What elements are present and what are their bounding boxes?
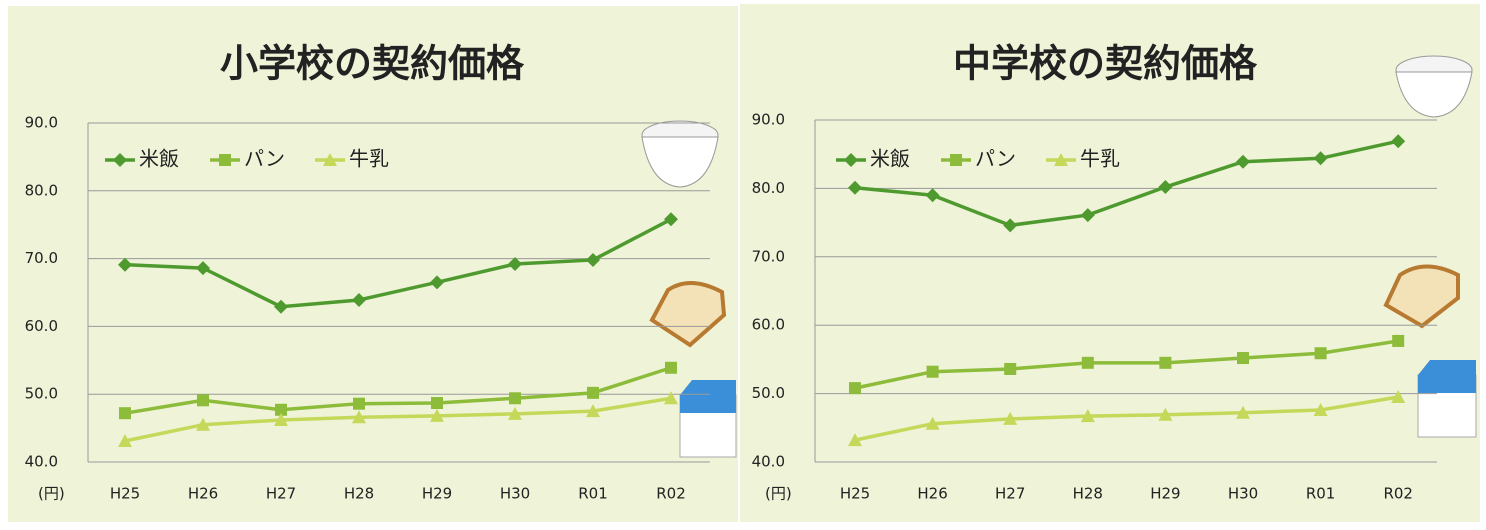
y-tick-label: 70.0 [25, 249, 58, 267]
legend-marker [219, 154, 231, 166]
y-tick-label: 40.0 [25, 453, 58, 471]
marker [849, 382, 861, 394]
x-tick-label: R02 [656, 485, 686, 503]
marker [197, 394, 209, 406]
x-tick-label: R01 [1306, 485, 1336, 503]
milk-icon [1418, 360, 1476, 437]
marker [587, 387, 599, 399]
y-tick-label: 80.0 [25, 181, 58, 199]
y-tick-label: 50.0 [752, 384, 785, 402]
chart-title: 小学校の契約価格 [220, 42, 525, 86]
x-tick-label: H25 [840, 485, 870, 503]
marker [927, 366, 939, 378]
marker [119, 407, 131, 419]
legend-label: 米飯 [139, 147, 179, 171]
x-tick-label: H26 [917, 485, 947, 503]
y-tick-label: 90.0 [752, 111, 785, 129]
legend-label: 米飯 [870, 147, 910, 171]
legend-label: パン [975, 147, 1016, 171]
marker [1159, 357, 1171, 369]
x-tick-label: H25 [110, 485, 140, 503]
marker [431, 397, 443, 409]
x-tick-label: H27 [266, 485, 296, 503]
y-tick-label: 70.0 [752, 247, 785, 265]
y-tick-label: 60.0 [25, 317, 58, 335]
x-tick-label: R01 [578, 485, 608, 503]
y-tick-label: 80.0 [752, 179, 785, 197]
marker [1315, 347, 1327, 359]
milk-icon [680, 380, 736, 457]
x-tick-label: H26 [188, 485, 218, 503]
x-tick-label: H29 [422, 485, 452, 503]
x-tick-label: R02 [1383, 485, 1413, 503]
legend-label: 牛乳 [1080, 147, 1120, 171]
y-tick-label: 40.0 [752, 453, 785, 471]
x-tick-label: H28 [344, 485, 374, 503]
marker [509, 392, 521, 404]
y-tick-label: 60.0 [752, 316, 785, 334]
x-tick-label: H29 [1150, 485, 1180, 503]
chart-title: 中学校の契約価格 [953, 42, 1258, 86]
marker [1004, 363, 1016, 375]
unit-label: (円) [765, 485, 792, 503]
x-tick-label: H28 [1073, 485, 1103, 503]
y-tick-label: 90.0 [25, 114, 58, 132]
x-tick-label: H30 [1228, 485, 1258, 503]
page: 小学校の契約価格 40.0 50.0 60.0 70.0 80.0 90.0 (円) H25 H2… [0, 0, 1486, 526]
marker [665, 362, 677, 374]
marker [1392, 335, 1404, 347]
unit-label: (円) [38, 485, 65, 503]
marker [1237, 352, 1249, 364]
x-tick-label: H30 [500, 485, 530, 503]
marker [1082, 357, 1094, 369]
marker [353, 398, 365, 410]
x-tick-label: H27 [995, 485, 1025, 503]
legend-label: パン [244, 147, 285, 171]
legend-label: 牛乳 [349, 147, 389, 171]
y-tick-label: 50.0 [25, 385, 58, 403]
legend-marker [950, 154, 962, 166]
